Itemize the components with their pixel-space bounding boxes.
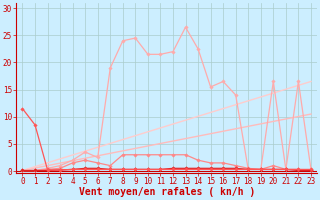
X-axis label: Vent moyen/en rafales ( kn/h ): Vent moyen/en rafales ( kn/h ) bbox=[79, 187, 255, 197]
